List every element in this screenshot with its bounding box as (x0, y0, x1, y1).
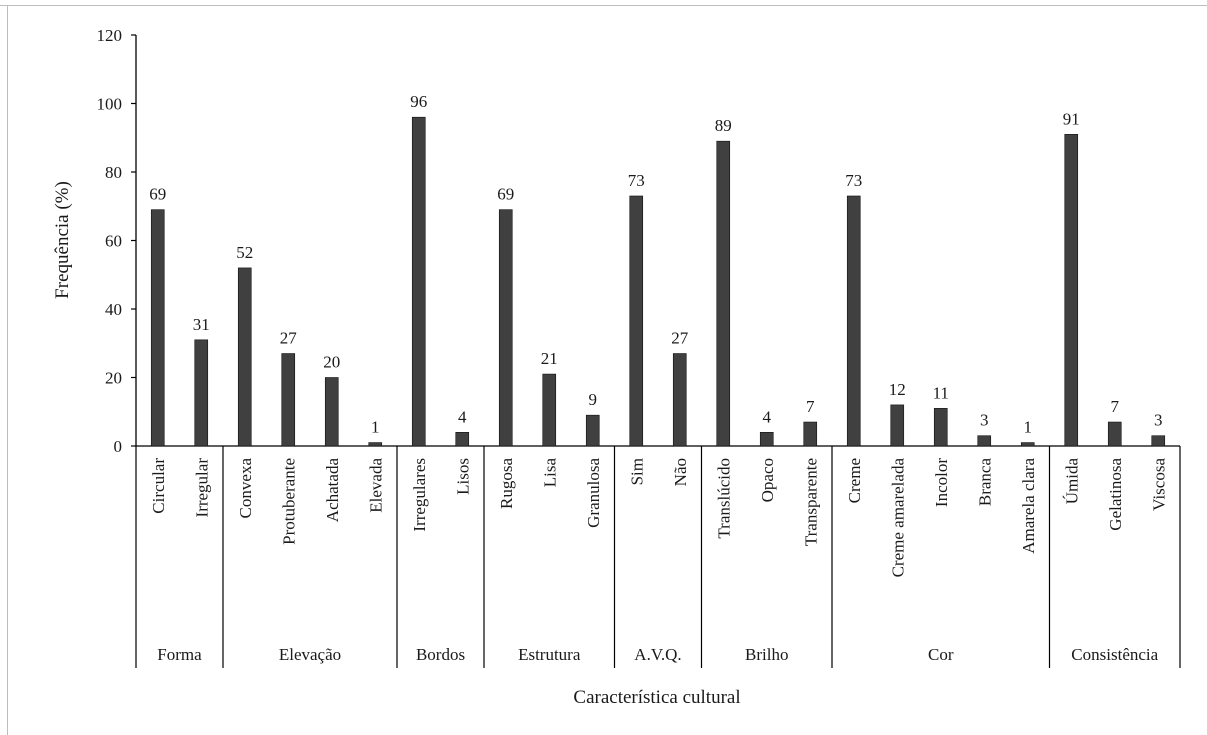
category-label: Úmida (1062, 458, 1081, 505)
bar (542, 373, 557, 447)
category-label: Lisa (540, 458, 559, 488)
bar (933, 408, 948, 447)
bar (585, 414, 600, 447)
bar (281, 353, 296, 447)
group-label: Forma (157, 645, 202, 664)
bar (1064, 134, 1079, 447)
x-axis-title: Característica cultural (573, 687, 740, 708)
data-label: 69 (497, 185, 514, 204)
data-label: 11 (933, 383, 949, 402)
category-label: Branca (975, 458, 994, 507)
category-label: Opaco (758, 458, 777, 502)
bar (194, 339, 209, 447)
category-label: Achatada (323, 458, 342, 523)
data-label: 27 (671, 329, 689, 348)
data-label: 96 (410, 92, 427, 111)
y-tick-label: 60 (105, 232, 122, 251)
data-label: 69 (149, 185, 166, 204)
bar (455, 431, 470, 447)
category-label: Creme (845, 458, 864, 503)
bar (890, 404, 905, 447)
group-label: Estrutura (518, 645, 581, 664)
bar (368, 442, 383, 447)
bar (498, 209, 513, 447)
data-label: 21 (541, 349, 558, 368)
y-tick-label: 0 (114, 437, 123, 456)
data-label: 4 (763, 407, 772, 426)
category-label: Amarela clara (1019, 458, 1038, 554)
bar (672, 353, 687, 447)
bar (1151, 435, 1166, 447)
bar (150, 209, 165, 447)
y-axis-title: Frequência (%) (52, 181, 73, 299)
category-label: Sim (627, 458, 646, 485)
data-label: 73 (628, 171, 645, 190)
category-label: Elevada (366, 458, 385, 513)
group-label: Cor (928, 645, 954, 664)
y-tick-label: 100 (97, 95, 123, 114)
bar (1107, 421, 1122, 447)
data-label: 1 (371, 418, 380, 437)
bar (411, 116, 426, 447)
y-tick-label: 120 (97, 26, 123, 45)
bar (629, 195, 644, 447)
bar (977, 435, 992, 447)
data-label: 9 (589, 390, 598, 409)
category-label: Lisos (453, 458, 472, 495)
y-tick-label: 80 (105, 163, 122, 182)
bar (1020, 442, 1035, 447)
category-label: Granulosa (584, 458, 603, 528)
group-label: Elevação (279, 645, 341, 664)
category-label: Irregulares (410, 458, 429, 532)
category-label: Rugosa (497, 458, 516, 509)
category-label: Viscosa (1149, 458, 1168, 511)
data-label: 31 (193, 315, 210, 334)
group-label: Brilho (745, 645, 788, 664)
data-label: 3 (980, 411, 989, 430)
category-label: Gelatinosa (1106, 458, 1125, 531)
category-label: Creme amarelada (888, 458, 907, 578)
data-label: 27 (280, 329, 298, 348)
data-label: 20 (323, 353, 340, 372)
category-label: Protuberante (279, 458, 298, 545)
plot-area: 02040608010012069Circular31IrregularForm… (97, 26, 1181, 668)
category-label: Convexa (236, 458, 255, 519)
data-label: 12 (889, 380, 906, 399)
category-label: Circular (149, 458, 168, 514)
bar (716, 140, 731, 447)
bar (237, 267, 252, 447)
bar (846, 195, 861, 447)
data-label: 89 (715, 116, 732, 135)
bar (803, 421, 818, 447)
category-label: Transparente (801, 458, 820, 546)
category-label: Não (671, 458, 690, 486)
data-label: 7 (806, 397, 815, 416)
data-label: 73 (845, 171, 862, 190)
data-label: 7 (1111, 397, 1120, 416)
data-label: 91 (1063, 109, 1080, 128)
y-tick-label: 40 (105, 300, 122, 319)
data-label: 3 (1154, 411, 1163, 430)
bar (324, 377, 339, 447)
group-label: Consistência (1071, 645, 1158, 664)
group-label: Bordos (416, 645, 465, 664)
category-label: Irregular (192, 458, 211, 518)
data-label: 1 (1024, 418, 1033, 437)
group-label: A.V.Q. (634, 645, 681, 664)
category-label: Translúcido (714, 458, 733, 539)
y-tick-label: 20 (105, 369, 122, 388)
bar (759, 431, 774, 447)
category-label: Incolor (932, 458, 951, 507)
data-label: 52 (236, 243, 253, 262)
data-label: 4 (458, 407, 467, 426)
